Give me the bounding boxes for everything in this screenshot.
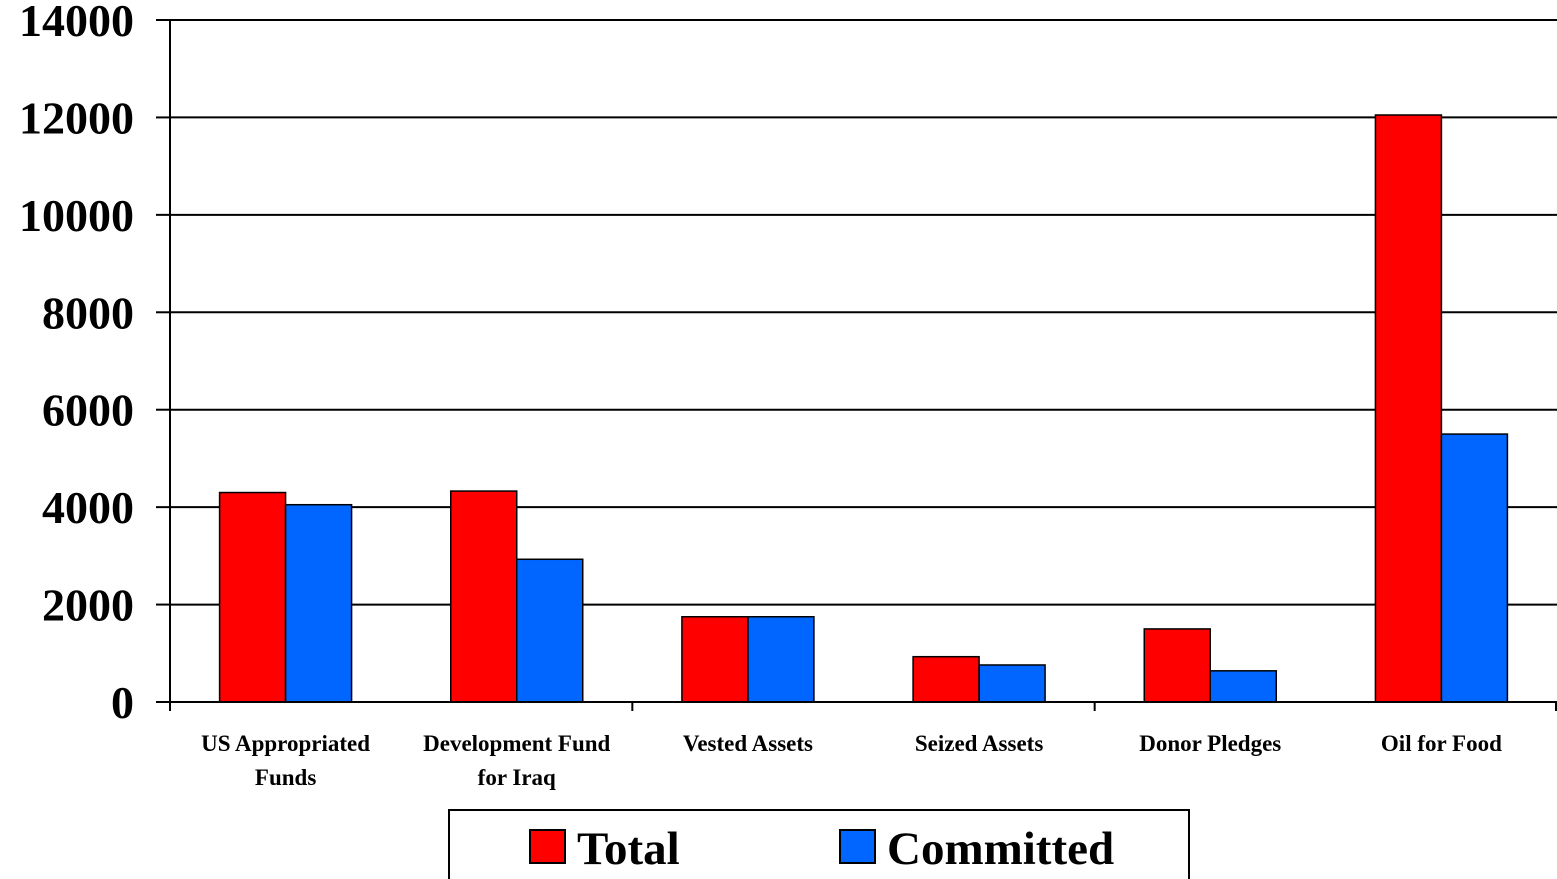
axes: [156, 20, 1557, 711]
x-category-label: Vested Assets: [683, 731, 813, 756]
legend-swatch-total: [529, 829, 566, 864]
bar-total: [681, 616, 749, 703]
x-category-label: Seized Assets: [915, 731, 1043, 756]
bar-committed: [978, 664, 1046, 703]
bar-committed: [747, 616, 815, 703]
bar-total: [912, 655, 980, 703]
legend-swatch-committed: [839, 829, 876, 864]
y-tick-labels: 0 2000 4000 6000 8000 10000 12000 14000: [19, 0, 134, 728]
y-tick-label: 12000: [19, 92, 134, 143]
y-tick-label: 2000: [42, 580, 134, 631]
x-category-label: US Appropriated: [201, 731, 370, 756]
bar-total: [218, 491, 287, 703]
y-tick-label: 14000: [19, 0, 134, 46]
bar-total: [1143, 628, 1211, 703]
x-category-label: Funds: [255, 765, 316, 790]
legend: Total Committed: [448, 809, 1190, 879]
gridlines: [156, 19, 1557, 703]
bar-total: [450, 490, 518, 703]
bar-committed: [1440, 433, 1509, 703]
legend-label-total: Total: [577, 823, 680, 875]
y-tick-label: 4000: [42, 482, 134, 533]
bar-total: [1374, 114, 1443, 703]
y-tick-label: 0: [111, 677, 134, 728]
bar-committed: [1209, 670, 1277, 703]
bar-committed: [516, 558, 584, 703]
x-category-label: Donor Pledges: [1139, 731, 1281, 756]
x-category-label: Oil for Food: [1381, 731, 1502, 756]
bar-committed: [284, 503, 353, 703]
legend-label-committed: Committed: [887, 823, 1114, 875]
x-category-label: Development Fund: [423, 731, 610, 756]
bars: [218, 114, 1509, 703]
y-tick-label: 8000: [42, 287, 134, 338]
y-tick-label: 6000: [42, 385, 134, 436]
x-category-label: for Iraq: [478, 765, 556, 790]
y-tick-label: 10000: [19, 190, 134, 241]
legend-box: [448, 809, 1190, 879]
x-category-labels: US Appropriated Funds Development Fund for …: [201, 731, 1502, 790]
